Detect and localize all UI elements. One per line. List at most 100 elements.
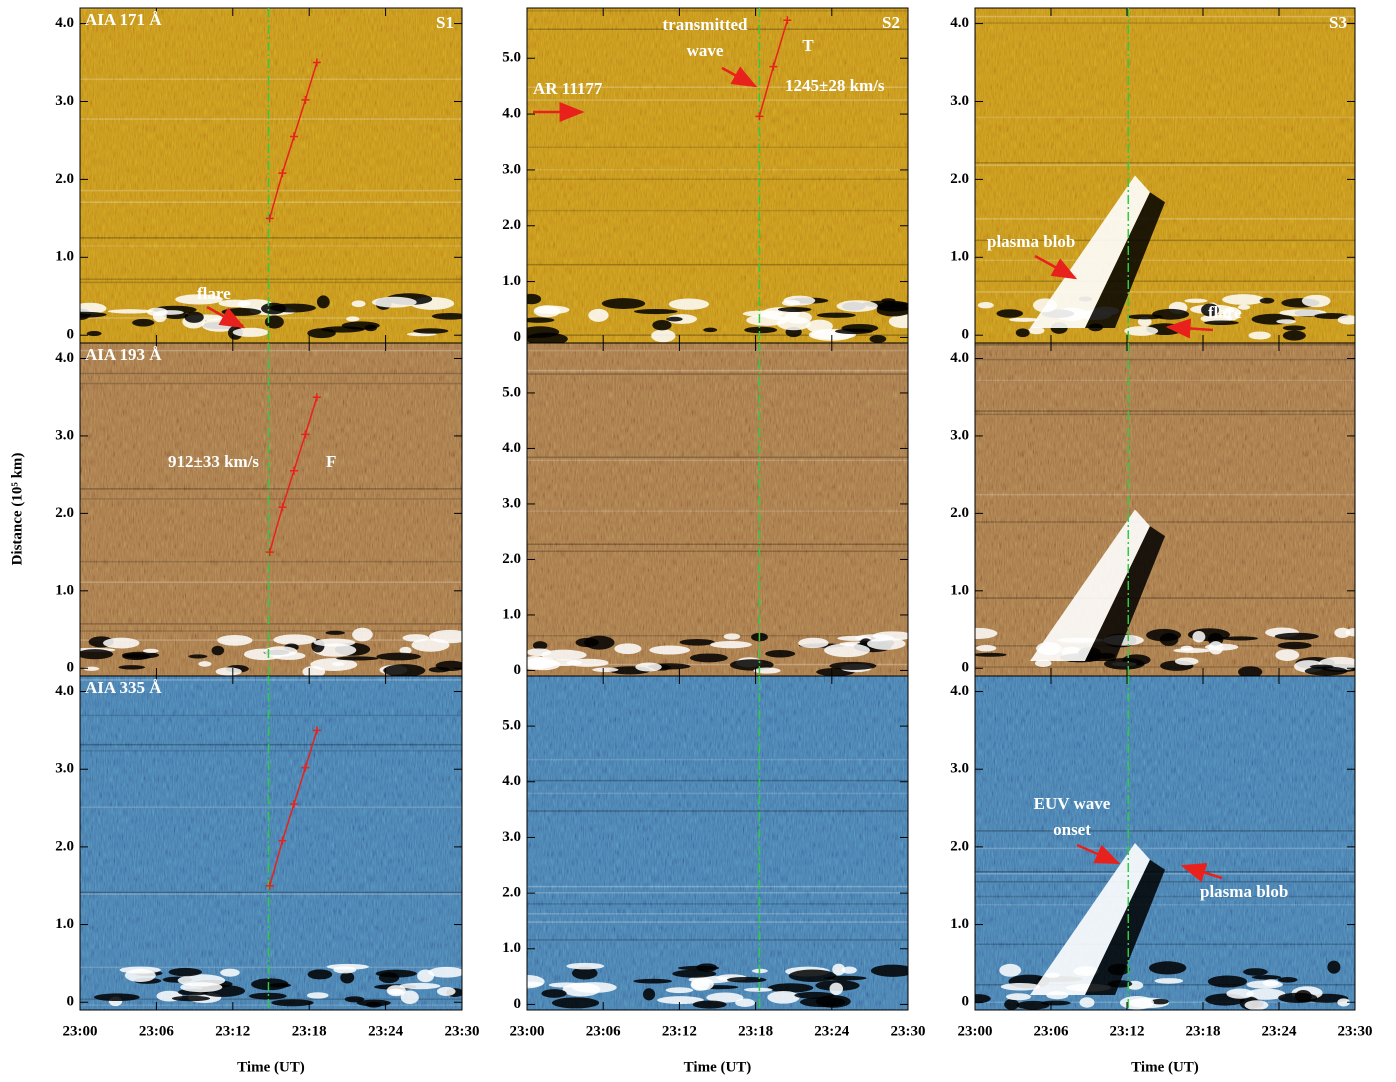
streak <box>975 379 1355 382</box>
image-noise <box>975 8 1355 343</box>
annotation: T <box>802 36 814 55</box>
panel: 0 1.0 2.0 3.0 4.0 AIA 171 Å S1 flare <box>55 7 463 344</box>
feature <box>264 646 298 657</box>
feature <box>271 999 314 1007</box>
y-tick-label: 0 <box>962 994 970 1010</box>
y-tick-label: 0 <box>514 662 522 678</box>
streak <box>527 263 908 266</box>
feature <box>776 316 811 331</box>
feature <box>1030 509 1150 661</box>
feature <box>836 300 878 312</box>
fit-point <box>755 112 764 121</box>
feature <box>1222 306 1241 321</box>
feature <box>1251 975 1282 980</box>
fit-point <box>265 881 274 890</box>
feature <box>1124 326 1159 336</box>
feature <box>783 295 816 306</box>
feature <box>601 298 646 309</box>
feature <box>1030 175 1150 328</box>
feature <box>1192 630 1206 643</box>
annotation: wave <box>687 41 724 60</box>
feature <box>122 653 151 660</box>
y-tick-label: 3.0 <box>950 93 969 109</box>
streak <box>80 372 462 375</box>
annotation: plasma blob <box>1200 882 1288 901</box>
streak <box>80 78 462 81</box>
feature <box>80 311 107 318</box>
streak <box>527 169 908 171</box>
streak <box>80 679 462 681</box>
feature <box>566 658 609 667</box>
feature <box>306 992 329 999</box>
fit-point <box>289 466 298 475</box>
feature <box>649 645 691 655</box>
feature <box>346 316 360 322</box>
image <box>975 676 1355 1010</box>
feature <box>1262 979 1279 987</box>
feature <box>888 314 908 329</box>
feature <box>80 302 107 314</box>
streak <box>80 118 462 120</box>
y-tick-label: 4.0 <box>950 15 969 31</box>
streak <box>975 870 1355 873</box>
feature <box>352 627 373 642</box>
feature <box>672 969 717 978</box>
feature <box>975 994 991 1004</box>
feature <box>142 648 159 653</box>
fit-point <box>783 16 792 25</box>
feature <box>1304 666 1348 676</box>
streak <box>80 893 462 895</box>
streak <box>527 510 908 512</box>
fit-point <box>301 95 310 104</box>
fit-point <box>312 393 321 402</box>
feature <box>431 312 462 320</box>
fit-point <box>265 548 274 557</box>
feature <box>1244 1000 1269 1010</box>
feature <box>1008 317 1040 322</box>
feature <box>534 305 570 314</box>
feature <box>1259 297 1275 304</box>
streak <box>975 280 1355 282</box>
annotation: 1245±28 km/s <box>785 76 885 95</box>
streak <box>80 382 462 385</box>
feature <box>1004 999 1020 1010</box>
y-tick-label: 2.0 <box>950 171 969 187</box>
y-tick-label: 0 <box>962 660 970 676</box>
streak <box>80 630 462 632</box>
y-tick-label: 1.0 <box>502 606 521 622</box>
feature <box>571 966 598 980</box>
y-tick-label: 3.0 <box>950 761 969 777</box>
streak <box>527 892 908 894</box>
feature <box>710 641 752 649</box>
image-noise <box>80 676 462 1010</box>
y-tick-label: 1.0 <box>55 916 74 932</box>
y-tick-label: 1.0 <box>950 249 969 265</box>
feature <box>1151 998 1169 1005</box>
feature <box>399 982 441 990</box>
feature <box>816 312 856 318</box>
frame <box>974 675 1356 1011</box>
y-tick-label: 4.0 <box>502 106 521 122</box>
streak <box>527 459 908 462</box>
panel: 0 1.0 2.0 3.0 4.0 5.0 S2 transmitted wave T AR 111… <box>502 7 909 345</box>
feature <box>841 966 857 974</box>
annotation-arrow <box>721 66 758 88</box>
feature <box>313 638 356 647</box>
feature <box>344 996 365 1003</box>
streak <box>527 903 908 905</box>
feature <box>146 307 168 317</box>
feature <box>527 326 560 338</box>
feature <box>1146 628 1182 642</box>
feature <box>1028 326 1045 335</box>
streak <box>80 714 462 717</box>
feature <box>1184 298 1208 303</box>
streak <box>80 349 462 352</box>
feature <box>371 296 417 308</box>
feature <box>977 302 994 309</box>
panel: 0 1.0 2.0 3.0 4.0 S3 plasma blob flare <box>950 7 1356 344</box>
streak <box>975 218 1355 220</box>
image <box>527 8 908 343</box>
streak <box>80 1004 462 1006</box>
y-tick-label: 0 <box>962 327 970 343</box>
